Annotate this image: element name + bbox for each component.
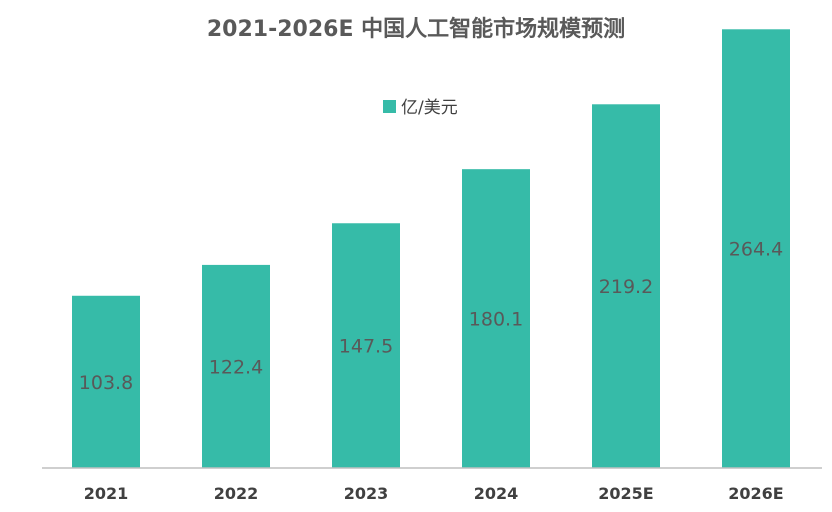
data-label-2026E: 264.4 xyxy=(729,239,783,261)
x-axis-ticks: 2021 2022 2023 2024 2025E 2026E xyxy=(84,484,784,503)
x-tick-2022: 2022 xyxy=(214,484,259,503)
bar-2024 xyxy=(462,169,530,468)
x-tick-2023: 2023 xyxy=(344,484,389,503)
data-label-2021: 103.8 xyxy=(79,372,133,394)
bars: 103.8 122.4 147.5 180.1 219.2 264.4 xyxy=(72,29,790,469)
x-tick-2024: 2024 xyxy=(474,484,519,503)
bar-2026E xyxy=(722,29,790,469)
legend-label: 亿/美元 xyxy=(401,98,458,118)
bar-2023 xyxy=(332,223,400,468)
data-label-2023: 147.5 xyxy=(339,336,393,358)
chart-title: 2021-2026E 中国人工智能市场规模预测 xyxy=(207,16,625,42)
legend: 亿/美元 xyxy=(383,98,458,118)
data-label-2025E: 219.2 xyxy=(599,276,653,298)
data-label-2024: 180.1 xyxy=(469,309,523,331)
bar-2021 xyxy=(72,295,140,468)
x-tick-2026E: 2026E xyxy=(728,484,783,503)
legend-swatch xyxy=(383,100,396,113)
bar-2025E xyxy=(592,104,660,468)
x-tick-2025E: 2025E xyxy=(598,484,653,503)
data-label-2022: 122.4 xyxy=(209,356,263,378)
bar-2022 xyxy=(202,264,270,468)
x-tick-2021: 2021 xyxy=(84,484,129,503)
